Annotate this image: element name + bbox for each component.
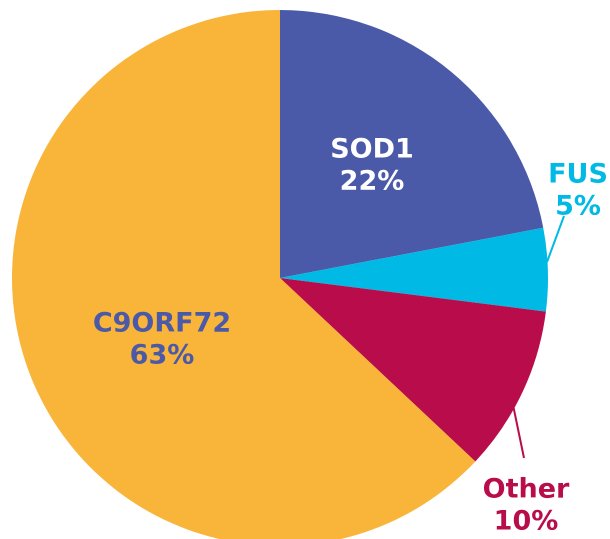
pie-slice	[12, 10, 476, 539]
slice-label: C9ORF72	[93, 308, 231, 339]
slice-value: 63%	[130, 340, 195, 371]
pie-slice	[280, 227, 548, 312]
slice-label: Other	[483, 474, 570, 505]
leader-line	[511, 399, 525, 459]
leader-line	[546, 215, 565, 263]
slice-value: 22%	[340, 166, 405, 197]
slice-label: FUS	[548, 159, 608, 190]
slice-value: 10%	[494, 506, 559, 537]
pie-slice	[280, 278, 546, 462]
slice-value: 5%	[555, 191, 601, 222]
pie-slice	[280, 10, 544, 278]
slice-label: SOD1	[330, 134, 414, 165]
